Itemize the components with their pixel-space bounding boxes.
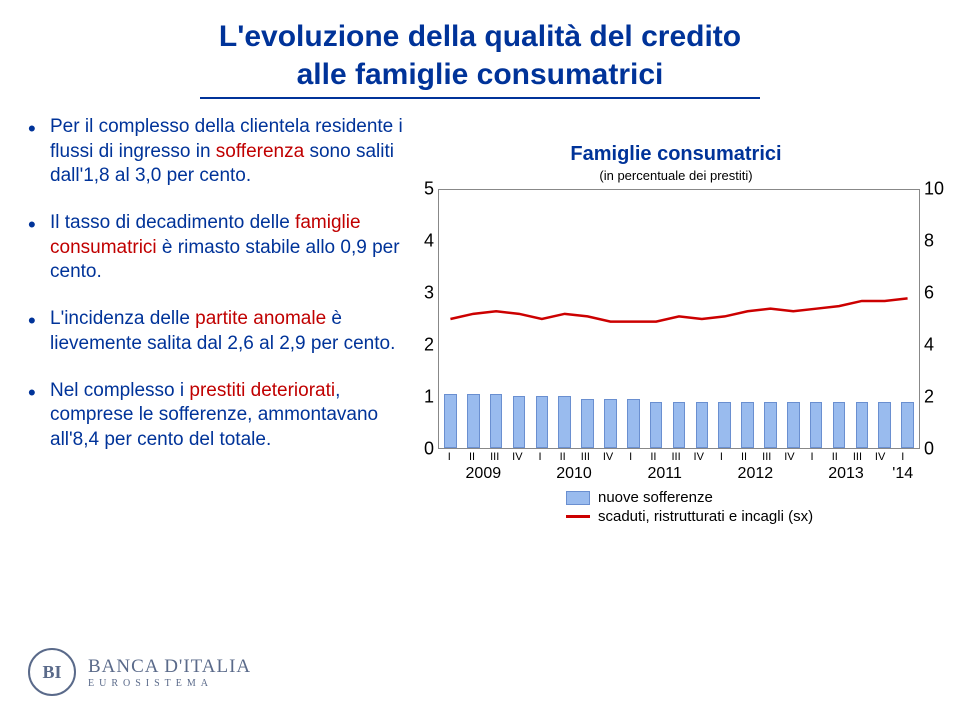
bullet-item: L'incidenza delle partite anomale è liev… — [28, 307, 408, 356]
quarter-label: I — [710, 451, 733, 463]
quarter-label: II — [642, 451, 665, 463]
ytick-left: 0 — [410, 439, 434, 460]
trend-line — [450, 298, 907, 321]
bullet-item: Il tasso di decadimento delle famiglie c… — [28, 211, 408, 285]
legend-line-label: scaduti, ristrutturati e incagli (sx) — [598, 508, 813, 525]
legend-line-swatch — [566, 515, 590, 518]
bank-logo: BI BANCA D'ITALIA EUROSISTEMA — [28, 648, 251, 696]
ytick-left: 2 — [410, 335, 434, 356]
year-label: 2013 — [801, 465, 892, 483]
x-axis-years: 20092010201120122013'14 — [438, 465, 914, 483]
year-label: 2011 — [619, 465, 710, 483]
chart-area: Famiglie consumatrici (in percentuale de… — [408, 115, 936, 525]
year-label: 2012 — [710, 465, 801, 483]
quarter-label: IV — [778, 451, 801, 463]
quarter-label: IV — [597, 451, 620, 463]
legend-bar-swatch — [566, 491, 590, 505]
ytick-right: 10 — [924, 179, 952, 200]
quarter-label: II — [733, 451, 756, 463]
quarter-label: I — [891, 451, 914, 463]
year-label: '14 — [891, 465, 914, 483]
ytick-left: 5 — [410, 179, 434, 200]
quarter-label: I — [438, 451, 461, 463]
quarter-label: IV — [869, 451, 892, 463]
ytick-right: 2 — [924, 387, 952, 408]
legend-bar: nuove sofferenze — [566, 489, 936, 506]
ytick-left: 3 — [410, 283, 434, 304]
legend-line: scaduti, ristrutturati e incagli (sx) — [566, 508, 936, 525]
logo-text: BANCA D'ITALIA EUROSISTEMA — [88, 656, 251, 689]
x-axis-quarters: IIIIIIIVIIIIIIIVIIIIIIIVIIIIIIIVIIIIIIIV… — [438, 451, 914, 463]
page-title: L'evoluzione della qualità del credito a… — [0, 0, 960, 93]
quarter-label: IV — [687, 451, 710, 463]
title-line2: alle famiglie consumatrici — [297, 58, 664, 91]
chart-subtitle: (in percentuale dei prestiti) — [416, 168, 936, 183]
bullet-item: Nel complesso i prestiti deteriorati, co… — [28, 379, 408, 453]
quarter-label: III — [846, 451, 869, 463]
bullets-list: Per il complesso della clientela residen… — [28, 115, 408, 525]
legend: nuove sofferenze scaduti, ristrutturati … — [566, 489, 936, 525]
ytick-right: 0 — [924, 439, 952, 460]
quarter-label: III — [755, 451, 778, 463]
year-label: 2010 — [529, 465, 620, 483]
chart-plot: 5432101086420 — [424, 189, 928, 449]
ytick-left: 1 — [410, 387, 434, 408]
quarter-label: IV — [506, 451, 529, 463]
quarter-label: I — [529, 451, 552, 463]
legend-bar-label: nuove sofferenze — [598, 489, 713, 506]
quarter-label: II — [461, 451, 484, 463]
quarter-label: I — [619, 451, 642, 463]
ytick-left: 4 — [410, 231, 434, 252]
logo-bank: BANCA D'ITALIA — [88, 656, 251, 678]
content: Per il complesso della clientela residen… — [0, 99, 960, 525]
chart-title: Famiglie consumatrici — [416, 143, 936, 166]
logo-euro: EUROSISTEMA — [88, 678, 251, 689]
quarter-label: II — [551, 451, 574, 463]
year-label: 2009 — [438, 465, 529, 483]
ytick-right: 8 — [924, 231, 952, 252]
quarter-label: I — [801, 451, 824, 463]
ytick-right: 6 — [924, 283, 952, 304]
quarter-label: III — [483, 451, 506, 463]
title-line1: L'evoluzione della qualità del credito — [219, 20, 741, 53]
quarter-label: III — [574, 451, 597, 463]
quarter-label: III — [665, 451, 688, 463]
logo-icon: BI — [28, 648, 76, 696]
quarter-label: II — [823, 451, 846, 463]
ytick-right: 4 — [924, 335, 952, 356]
bullet-item: Per il complesso della clientela residen… — [28, 115, 408, 189]
